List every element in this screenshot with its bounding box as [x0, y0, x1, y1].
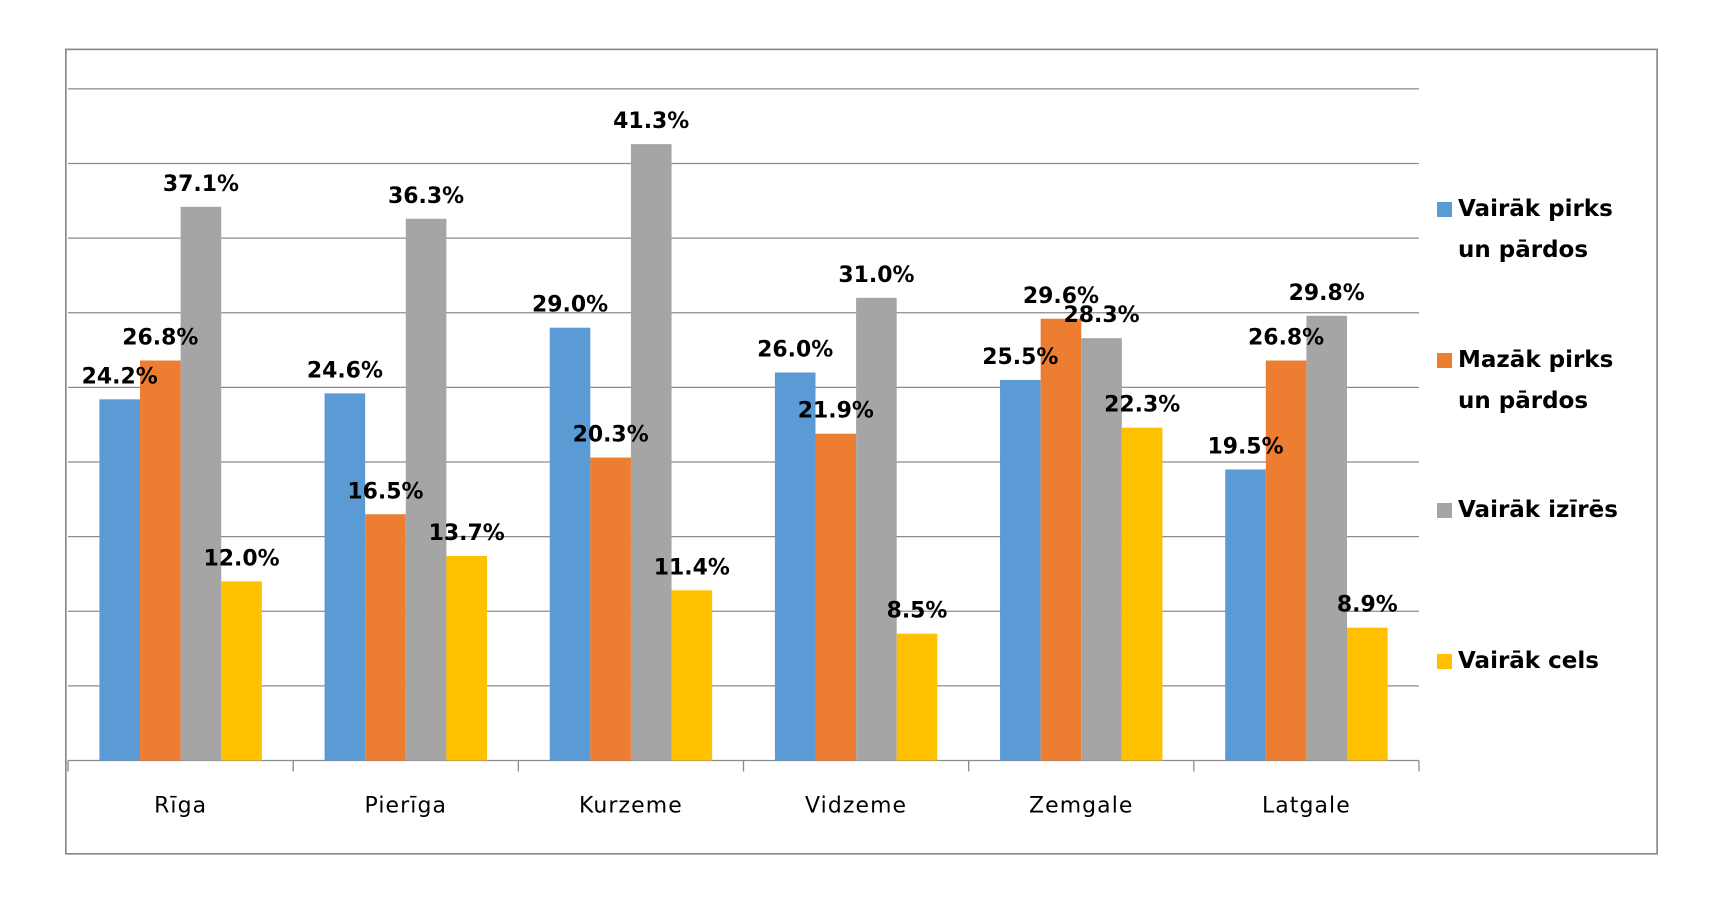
x-tick-label: Latgale	[1262, 794, 1351, 819]
bar	[774, 372, 816, 761]
x-tick-label: Pierīga	[365, 794, 448, 819]
legend-label: Vairāk izīrēs	[1458, 497, 1618, 524]
bar	[446, 556, 487, 761]
bar	[1347, 627, 1388, 761]
bar	[221, 581, 262, 761]
legend-label: Vairāk cels	[1458, 647, 1599, 674]
data-label: 26.8%	[122, 326, 198, 351]
data-label: 25.5%	[982, 345, 1058, 370]
data-label: 16.5%	[347, 479, 423, 504]
data-label: 12.0%	[203, 546, 279, 571]
data-label: 36.3%	[388, 184, 464, 209]
data-label: 21.9%	[798, 399, 874, 424]
data-label: 29.0%	[532, 293, 608, 318]
legend-label: Vairāk pirks un pārdos	[1458, 195, 1613, 263]
data-label: 22.3%	[1104, 393, 1180, 418]
bar	[590, 457, 631, 761]
x-tick-label: Zemgale	[1029, 794, 1134, 819]
data-label: 20.3%	[573, 423, 649, 448]
data-label: 24.2%	[82, 364, 158, 389]
data-label: 26.0%	[757, 338, 833, 363]
bar	[630, 144, 672, 761]
bar	[99, 399, 141, 761]
bar	[1121, 427, 1163, 761]
bar	[140, 360, 181, 761]
x-tick-label: Kurzeme	[579, 794, 683, 819]
bar	[405, 218, 447, 761]
data-label: 11.4%	[654, 555, 730, 580]
data-label: 28.3%	[1063, 303, 1139, 328]
data-label: 8.9%	[1337, 593, 1398, 618]
data-label: 13.7%	[429, 521, 505, 546]
bar	[1265, 360, 1307, 761]
bar	[1040, 318, 1082, 761]
data-label: 19.5%	[1207, 435, 1283, 460]
bar	[365, 514, 406, 761]
x-tick-label: Vidzeme	[805, 794, 907, 819]
legend-swatch	[1437, 653, 1452, 669]
legend-swatch	[1437, 352, 1452, 368]
bar	[1306, 315, 1348, 761]
data-label: 29.8%	[1289, 281, 1365, 306]
bar	[815, 433, 857, 761]
legend-swatch	[1437, 201, 1452, 217]
data-label: 41.3%	[613, 109, 689, 134]
bar	[1000, 379, 1041, 761]
bar	[856, 297, 897, 761]
bar	[896, 633, 938, 761]
bar	[671, 590, 713, 761]
data-label: 24.6%	[307, 358, 383, 383]
data-label: 29.6%	[1023, 284, 1099, 309]
data-label: 31.0%	[838, 263, 914, 288]
data-label: 26.8%	[1248, 326, 1324, 351]
bar	[180, 206, 222, 761]
legend-swatch	[1437, 503, 1452, 519]
bar	[1081, 338, 1122, 761]
bar	[324, 393, 366, 761]
x-tick-label: Rīga	[154, 794, 207, 819]
legend-label: Mazāk pirks un pārdos	[1458, 346, 1614, 414]
data-label: 8.5%	[887, 599, 948, 624]
bar	[549, 327, 591, 761]
bar	[1225, 469, 1266, 761]
data-label: 37.1%	[163, 172, 239, 197]
